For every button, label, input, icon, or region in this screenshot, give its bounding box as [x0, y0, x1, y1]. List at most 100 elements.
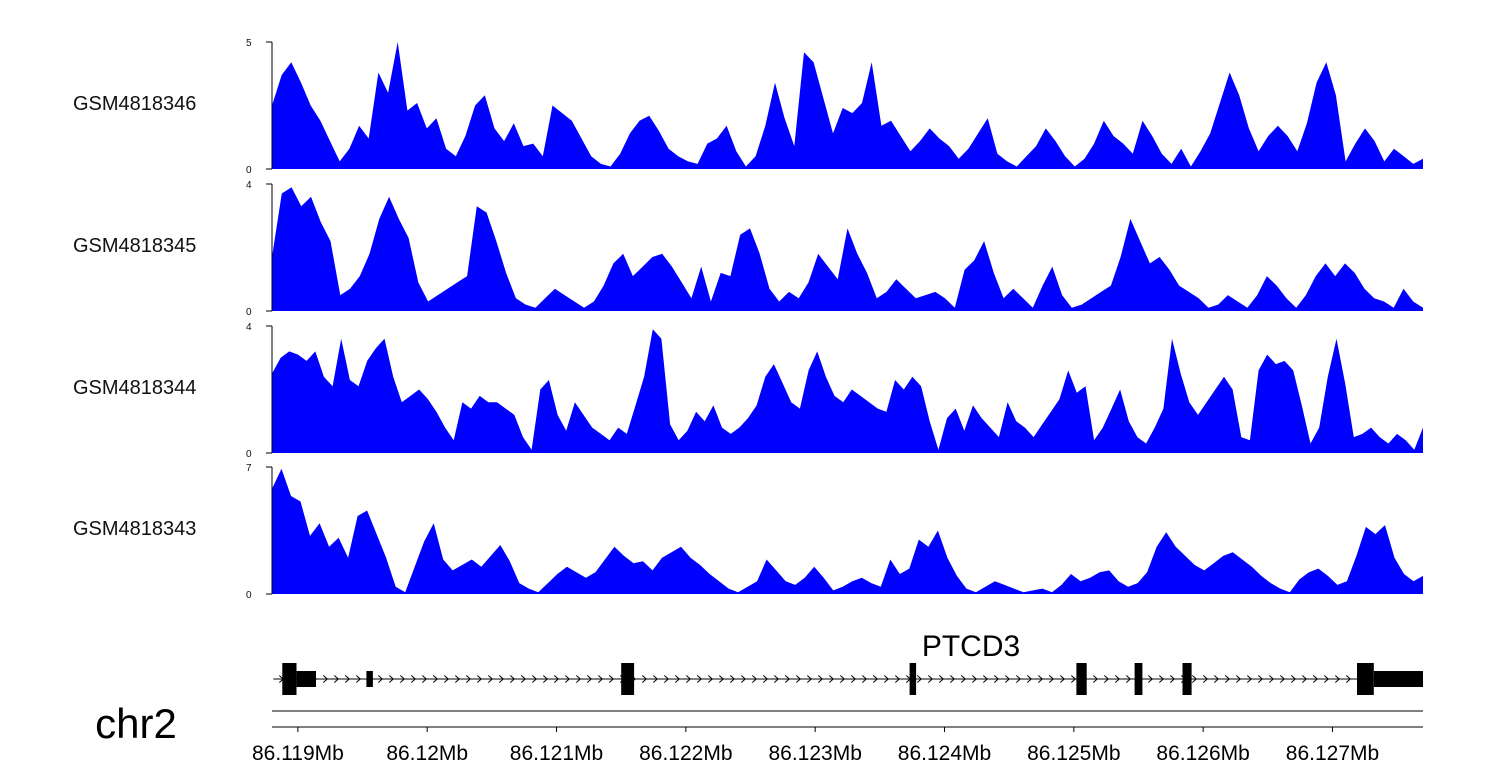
- strand-arrow: [751, 675, 758, 683]
- strand-arrow: [740, 675, 747, 683]
- strand-arrow: [883, 675, 890, 683]
- strand-arrow: [784, 675, 791, 683]
- exon-block: [1357, 663, 1374, 695]
- track-label: GSM4818345: [73, 235, 196, 257]
- strand-arrow: [1114, 675, 1121, 683]
- strand-arrow: [355, 675, 362, 683]
- strand-arrow: [773, 675, 780, 683]
- strand-arrow: [388, 675, 395, 683]
- chromosome-label: chr2: [95, 700, 177, 747]
- strand-arrow: [850, 675, 857, 683]
- strand-arrow: [674, 675, 681, 683]
- exon-block: [909, 663, 917, 695]
- strand-arrow: [971, 675, 978, 683]
- x-tick-label: 86.122Mb: [639, 742, 732, 765]
- strand-arrow: [861, 675, 868, 683]
- coverage-tracks: 5 0 GSM4818346 4 0 GSM4818345 4 0 GSM4818344 7 0 GS…: [73, 38, 1423, 601]
- strand-arrow: [443, 675, 450, 683]
- strand-arrow: [1257, 675, 1264, 683]
- strand-arrow: [817, 675, 824, 683]
- strand-arrow: [1235, 675, 1242, 683]
- strand-arrow: [553, 675, 560, 683]
- strand-arrow: [1191, 675, 1198, 683]
- strand-arrow: [696, 675, 703, 683]
- x-tick-label: 86.124Mb: [898, 742, 991, 765]
- strand-arrow: [1323, 675, 1330, 683]
- x-tick-label: 86.121Mb: [510, 742, 603, 765]
- strand-arrow: [1026, 675, 1033, 683]
- strand-arrow: [894, 675, 901, 683]
- y-tick-label-max: 4: [246, 180, 252, 191]
- strand-arrow: [1048, 675, 1055, 683]
- strand-arrow: [465, 675, 472, 683]
- strand-arrow: [542, 675, 549, 683]
- coverage-area: [272, 468, 1423, 594]
- strand-arrow: [641, 675, 648, 683]
- x-tick-label: 86.127Mb: [1286, 742, 1379, 765]
- strand-arrow: [652, 675, 659, 683]
- gene-name-label: PTCD3: [922, 630, 1020, 663]
- strand-arrow: [1103, 675, 1110, 683]
- strand-arrow: [454, 675, 461, 683]
- strand-arrow: [564, 675, 571, 683]
- strand-arrow: [1125, 675, 1132, 683]
- strand-arrow: [1213, 675, 1220, 683]
- track-label: GSM4818344: [73, 377, 196, 399]
- strand-arrow: [839, 675, 846, 683]
- strand-arrow: [1070, 675, 1077, 683]
- strand-arrow: [377, 675, 384, 683]
- strand-arrow: [1169, 675, 1176, 683]
- y-tick-label-max: 4: [246, 322, 252, 333]
- strand-arrow: [828, 675, 835, 683]
- strand-arrow: [685, 675, 692, 683]
- strand-arrow: [949, 675, 956, 683]
- strand-arrow: [1334, 675, 1341, 683]
- strand-arrow: [729, 675, 736, 683]
- strand-arrow: [663, 675, 670, 683]
- strand-arrow: [1301, 675, 1308, 683]
- coverage-area: [272, 187, 1423, 311]
- strand-arrow: [1158, 675, 1165, 683]
- track-GSM4818346: 5 0 GSM4818346: [73, 38, 1423, 176]
- x-tick-label: 86.125Mb: [1027, 742, 1120, 765]
- strand-arrow: [421, 675, 428, 683]
- strand-arrow: [872, 675, 879, 683]
- y-tick-label-max: 7: [246, 463, 252, 474]
- strand-arrow: [399, 675, 406, 683]
- strand-arrow: [476, 675, 483, 683]
- exon-block: [282, 663, 297, 695]
- track-GSM4818344: 4 0 GSM4818344: [73, 322, 1423, 460]
- strand-arrow: [322, 675, 329, 683]
- strand-arrow: [487, 675, 494, 683]
- x-tick-label: 86.119Mb: [252, 742, 344, 765]
- track-label: GSM4818346: [73, 93, 196, 115]
- x-tick-label: 86.126Mb: [1156, 742, 1249, 765]
- strand-arrow: [608, 675, 615, 683]
- exon-block: [1134, 663, 1143, 695]
- y-tick-label-min: 0: [246, 165, 252, 176]
- strand-arrow: [1004, 675, 1011, 683]
- strand-arrow: [938, 675, 945, 683]
- strand-arrow: [344, 675, 351, 683]
- genome-axis: 86.119Mb 86.12Mb 86.121Mb 86.122Mb 86.123Mb 8…: [252, 710, 1423, 765]
- strand-arrow: [498, 675, 505, 683]
- y-tick-label-max: 5: [246, 38, 252, 49]
- strand-arrow: [1279, 675, 1286, 683]
- strand-arrow: [1037, 675, 1044, 683]
- strand-arrow: [531, 675, 538, 683]
- strand-arrow: [575, 675, 582, 683]
- strand-arrow: [1345, 675, 1352, 683]
- strand-arrow: [960, 675, 967, 683]
- strand-arrow: [916, 675, 923, 683]
- utr-block: [296, 671, 316, 687]
- strand-arrow: [718, 675, 725, 683]
- utr-block: [366, 671, 373, 687]
- strand-arrow: [707, 675, 714, 683]
- coverage-area: [272, 329, 1423, 453]
- strand-arrow: [806, 675, 813, 683]
- utr-block: [1373, 671, 1423, 687]
- x-tick-label: 86.12Mb: [386, 742, 468, 765]
- exon-block: [621, 663, 635, 695]
- strand-arrow: [1059, 675, 1066, 683]
